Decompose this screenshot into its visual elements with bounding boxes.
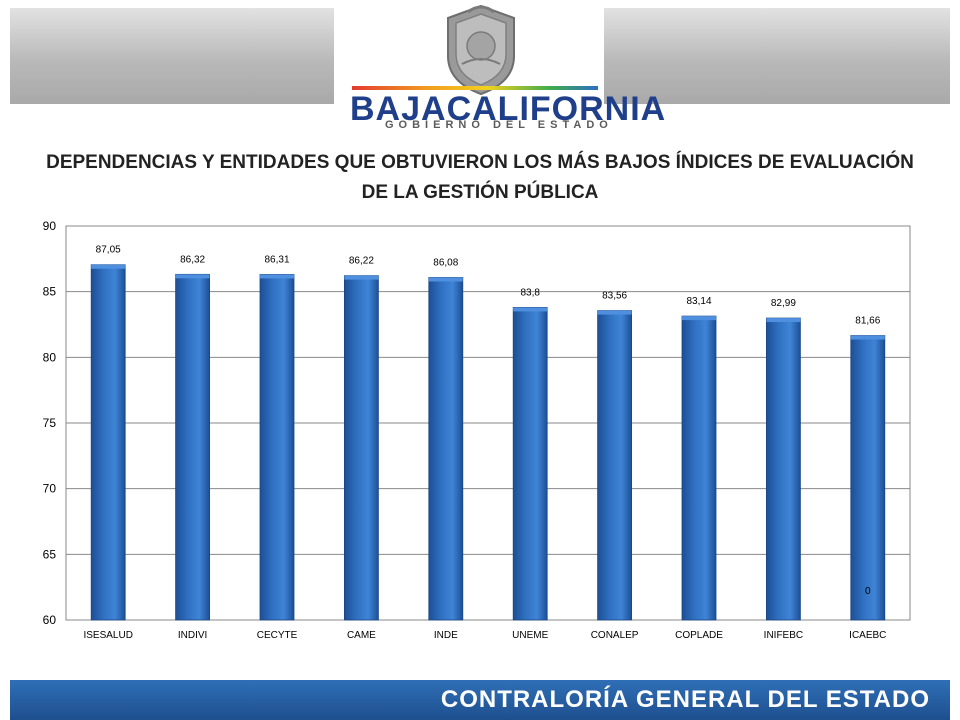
bar-top: [428, 277, 463, 282]
bar-top: [175, 274, 210, 279]
chart-title-line2: DE LA GESTIÓN PÚBLICA: [361, 182, 599, 203]
bar: [428, 277, 464, 621]
data-label: 86,08: [433, 257, 458, 268]
data-label: 83,8: [520, 287, 540, 298]
bar-top: [91, 264, 126, 269]
bar-top: [513, 307, 548, 312]
extra-data-label: 0: [865, 586, 871, 597]
x-tick-label: INDE: [434, 630, 458, 641]
bar-top: [766, 318, 801, 323]
x-tick-label: UNEME: [512, 630, 548, 641]
footer-title: CONTRALORÍA GENERAL DEL ESTADO: [440, 686, 930, 713]
x-tick-label: ICAEBC: [849, 630, 886, 641]
bar-top: [597, 310, 632, 315]
bar: [681, 315, 717, 621]
bar-top: [344, 275, 379, 280]
chart-title: DEPENDENCIAS Y ENTIDADES QUE OBTUVIERON …: [0, 148, 960, 208]
y-tick-label: 90: [43, 219, 57, 233]
brand-wordmark: BAJACALIFORNIA: [350, 90, 666, 129]
bar: [343, 275, 379, 621]
data-label: 86,32: [180, 254, 205, 265]
bar: [90, 264, 126, 621]
bar: [259, 274, 295, 621]
y-tick-label: 80: [43, 350, 57, 364]
data-label: 86,31: [264, 254, 289, 265]
bar: [175, 273, 211, 621]
x-tick-label: CAME: [347, 630, 376, 641]
bar: [512, 307, 548, 621]
bar: [850, 335, 886, 621]
brand-subtitle: GOBIERNO DEL ESTADO: [385, 119, 613, 131]
x-tick-label: CONALEP: [591, 630, 639, 641]
x-tick-label: COPLADE: [675, 630, 723, 641]
chart-title-line1: DEPENDENCIAS Y ENTIDADES QUE OBTUVIERON …: [46, 152, 914, 173]
data-label: 82,99: [771, 298, 796, 309]
footer-band: CONTRALORÍA GENERAL DEL ESTADO: [10, 680, 950, 720]
data-label: 83,56: [602, 291, 627, 302]
y-tick-label: 60: [43, 613, 57, 627]
brand-part1: BAJA: [350, 90, 447, 128]
state-seal-icon: [447, 4, 515, 96]
brand-color-stripe: [352, 86, 598, 90]
bar-top: [850, 335, 885, 340]
data-label: 87,05: [96, 245, 121, 256]
x-tick-label: INDIVI: [178, 630, 207, 641]
data-label: 83,14: [686, 296, 711, 307]
data-label: 86,22: [349, 256, 374, 267]
y-tick-label: 65: [43, 547, 57, 561]
y-tick-label: 85: [43, 285, 57, 299]
bar: [597, 310, 632, 621]
bar: [766, 317, 801, 621]
x-tick-label: INIFEBC: [764, 630, 803, 641]
brand-part2: CALIFORNIA: [446, 90, 667, 128]
x-tick-label: CECYTE: [257, 630, 298, 641]
data-label: 81,66: [855, 316, 880, 327]
x-tick-label: ISESALUD: [83, 630, 132, 641]
y-tick-label: 75: [43, 416, 57, 430]
y-tick-label: 70: [43, 482, 57, 496]
bar-top: [260, 274, 294, 279]
bar-top: [682, 316, 716, 321]
